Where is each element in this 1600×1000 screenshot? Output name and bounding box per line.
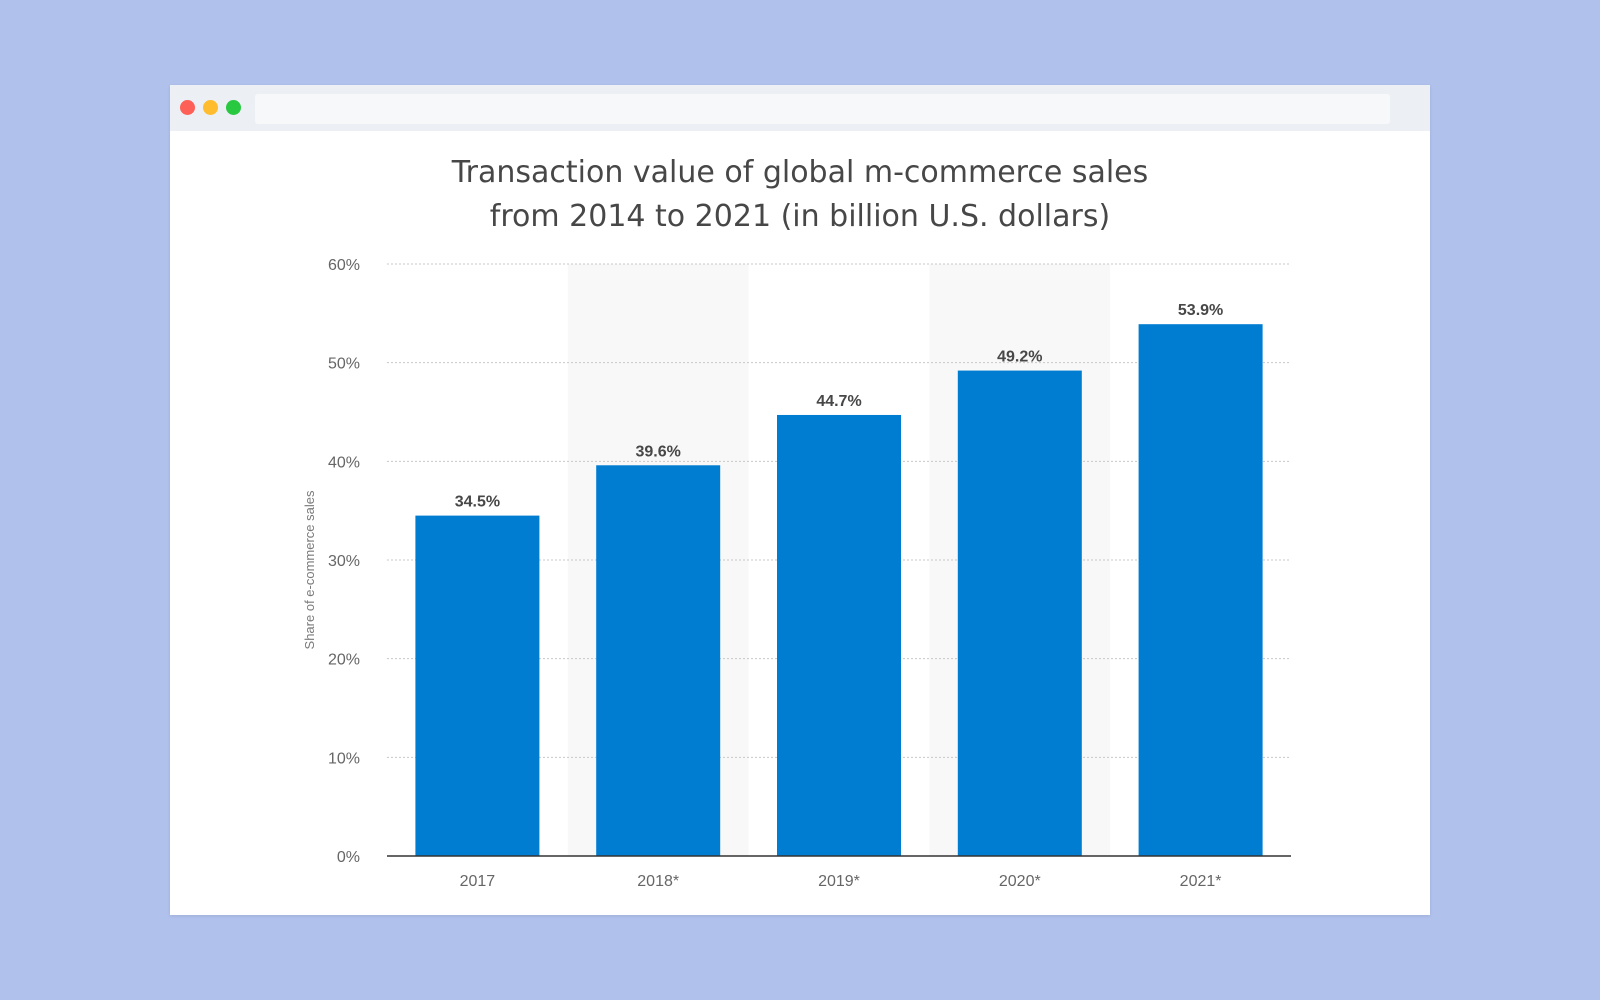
y-tick-label: 60% bbox=[328, 257, 360, 274]
minimize-window-icon[interactable] bbox=[203, 100, 218, 115]
chart-title-line-1: Transaction value of global m-commerce s… bbox=[451, 155, 1149, 190]
x-tick-label: 2021* bbox=[1180, 873, 1222, 890]
y-tick-label: 20% bbox=[328, 652, 360, 669]
bar bbox=[1138, 324, 1263, 856]
x-tick-label: 2019* bbox=[818, 873, 860, 890]
bar-chart: 0% 10% 20% 30% 40% 50% 60% 34.5% 2017 39.6% 2018* 4… bbox=[302, 257, 1291, 890]
y-tick-label: 40% bbox=[328, 454, 360, 471]
y-tick-label: 30% bbox=[328, 553, 360, 570]
window-titlebar bbox=[170, 85, 1430, 131]
bar bbox=[957, 370, 1082, 856]
y-axis-title: Share of e-commerce sales bbox=[302, 490, 317, 649]
chart-title: Transaction value of global m-commerce s… bbox=[170, 151, 1430, 239]
bar bbox=[777, 414, 901, 856]
data-label: 44.7% bbox=[816, 393, 861, 410]
y-tick-label: 10% bbox=[328, 750, 360, 767]
bar bbox=[596, 465, 721, 856]
maximize-window-icon[interactable] bbox=[226, 100, 241, 115]
y-tick-label: 50% bbox=[328, 356, 360, 373]
x-tick-label: 2018* bbox=[637, 873, 679, 890]
bar bbox=[415, 515, 540, 856]
data-label: 39.6% bbox=[636, 443, 681, 460]
data-label: 53.9% bbox=[1178, 302, 1223, 319]
y-tick-label: 0% bbox=[337, 849, 360, 866]
browser-window: Transaction value of global m-commerce s… bbox=[170, 85, 1430, 915]
x-tick-label: 2017 bbox=[460, 873, 496, 890]
data-label: 34.5% bbox=[455, 494, 500, 511]
close-window-icon[interactable] bbox=[180, 100, 195, 115]
data-label: 49.2% bbox=[997, 349, 1042, 366]
chart-title-line-2: from 2014 to 2021 (in billion U.S. dolla… bbox=[489, 199, 1111, 234]
address-bar[interactable] bbox=[255, 94, 1390, 124]
x-tick-label: 2020* bbox=[999, 873, 1041, 890]
